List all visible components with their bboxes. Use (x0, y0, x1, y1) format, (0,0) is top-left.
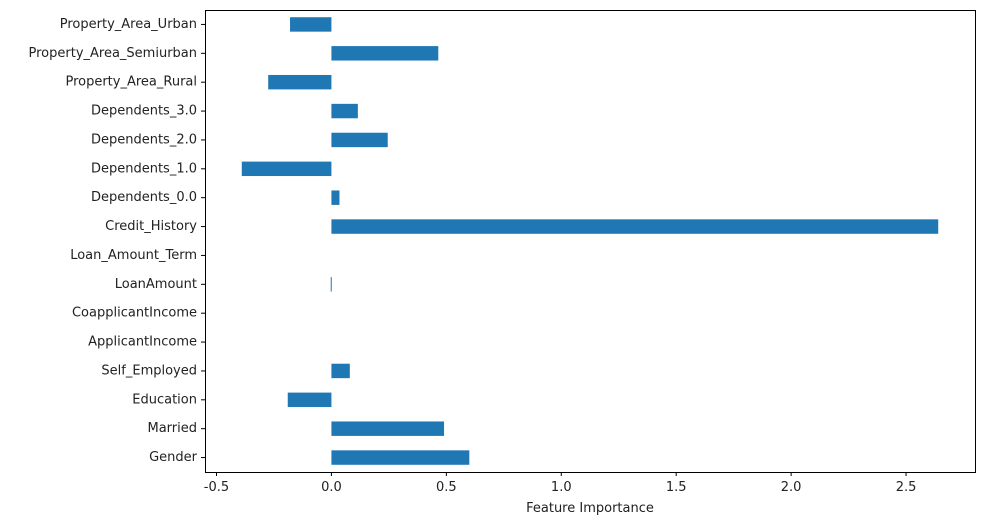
x-tick-label: 1.5 (666, 480, 687, 495)
bar-married (331, 421, 445, 436)
bar-gender (331, 450, 470, 465)
bar-dependents-2-0 (331, 132, 388, 148)
x-axis: -0.5 0.0 0.5 1.0 1.5 2.0 2.5 (204, 472, 917, 495)
plot-frame (205, 10, 976, 473)
x-tick-label: 0.0 (321, 480, 342, 495)
x-tick-label: 0.5 (436, 480, 457, 495)
x-tick-label: 2.0 (781, 480, 802, 495)
bar-dependents-3-0 (331, 103, 358, 119)
bar-property-area-semiurban (331, 46, 439, 61)
y-tick-label: Dependents_0.0 (91, 190, 197, 205)
bar-self-employed (331, 363, 350, 379)
bar-property-area-rural (268, 74, 332, 90)
y-tick-label: Property_Area_Semiurban (29, 46, 198, 61)
y-tick-label: Credit_History (105, 219, 197, 234)
y-tick-label: Loan_Amount_Term (70, 248, 197, 263)
y-tick-label: Self_Employed (101, 363, 197, 378)
y-tick-label: Property_Area_Urban (60, 17, 197, 32)
y-tick-label: Married (147, 421, 197, 436)
x-axis-label: Feature Importance (526, 501, 654, 516)
y-tick-label: Dependents_1.0 (91, 161, 197, 176)
bar-education (287, 392, 332, 408)
bar-dependents-0-0 (331, 190, 340, 205)
y-tick-label: Education (132, 392, 197, 407)
y-tick-label: LoanAmount (115, 277, 197, 292)
y-tick-label: Gender (149, 450, 198, 465)
bars-group (241, 17, 939, 465)
y-tick-label: Property_Area_Rural (65, 75, 197, 90)
bar-loanamount (330, 277, 332, 292)
bar-credit-history (331, 219, 939, 234)
x-tick-label: 1.0 (551, 480, 572, 495)
y-tick-label: ApplicantIncome (88, 335, 197, 350)
y-tick-label: CoapplicantIncome (72, 306, 197, 321)
x-tick-label: 2.5 (896, 480, 917, 495)
bar-dependents-1-0 (241, 161, 332, 177)
x-tick-label: -0.5 (204, 480, 229, 495)
y-tick-label: Dependents_3.0 (91, 104, 197, 119)
y-tick-label: Dependents_2.0 (91, 132, 197, 147)
bar-property-area-urban (290, 17, 332, 32)
y-axis: Gender Married Education Self_Employed Appli… (29, 17, 205, 465)
